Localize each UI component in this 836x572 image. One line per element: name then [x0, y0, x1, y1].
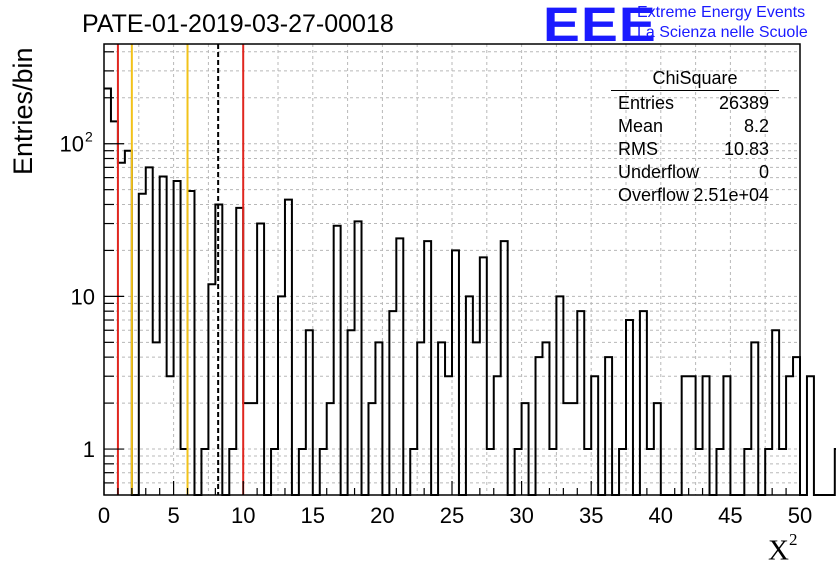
histogram-bin: [682, 376, 689, 495]
stats-value: 8.2: [743, 116, 769, 136]
histogram-bin: [348, 330, 355, 495]
histogram-bin: [689, 376, 696, 495]
histogram-bin: [417, 342, 424, 495]
x-axis-label-base: X: [768, 534, 789, 567]
histogram-bin: [104, 88, 111, 495]
histogram-bin: [494, 376, 501, 495]
x-tick-label: 40: [649, 503, 673, 528]
histogram-bin: [445, 376, 452, 495]
stats-label: Mean: [618, 116, 664, 136]
histogram-bin: [236, 208, 243, 495]
histogram-bin: [118, 163, 125, 495]
x-tick-label: 30: [509, 503, 533, 528]
histogram-outline: [104, 87, 836, 496]
histogram-bin: [334, 226, 341, 495]
histogram-bin: [556, 296, 563, 495]
x-tick-label: 5: [167, 503, 179, 528]
y-tick-label: 10: [71, 284, 95, 309]
histogram-bin: [160, 176, 167, 495]
histogram-bin: [501, 241, 508, 495]
histogram-bin: [285, 200, 292, 495]
stats-value: 26389: [718, 93, 769, 113]
y-tick-label: 10: [60, 132, 84, 157]
histogram-bin: [452, 250, 459, 495]
histogram-bin: [424, 241, 431, 495]
histogram-bin: [751, 342, 758, 495]
stats-row-mean: Mean 8.2: [611, 115, 779, 138]
histogram-bin: [257, 224, 264, 495]
x-tick-label: 25: [440, 503, 464, 528]
stats-label: Underflow: [618, 162, 700, 182]
stats-label: RMS: [618, 139, 658, 159]
histogram-bin: [626, 320, 633, 495]
histogram-bin: [536, 357, 543, 495]
histogram-bin: [591, 376, 598, 495]
stats-box: ChiSquare Entries 26389 Mean 8.2 RMS 10.…: [611, 66, 779, 206]
histogram-bin: [306, 330, 313, 495]
marker-lines: [116, 44, 245, 495]
stats-row-entries: Entries 26389: [611, 92, 779, 115]
y-tick-label-exp: 2: [85, 129, 93, 145]
x-axis-label: X2: [768, 530, 797, 568]
histogram-bin: [125, 151, 132, 495]
stats-label: Overflow: [618, 185, 690, 205]
histogram-bin: [605, 357, 612, 495]
histogram-bin: [438, 342, 445, 495]
x-tick-label: 50: [788, 503, 812, 528]
histogram-bin: [375, 342, 382, 495]
stats-title: ChiSquare: [652, 68, 738, 88]
histogram-bin: [723, 376, 730, 495]
x-tick-label: 15: [301, 503, 325, 528]
stats-label: Entries: [618, 93, 675, 113]
x-tick-label: 10: [231, 503, 255, 528]
x-axis-label-exp: 2: [788, 530, 798, 549]
histogram-bin: [542, 342, 549, 495]
histogram-bin: [167, 376, 174, 495]
axis-ticks: [103, 51, 801, 495]
histogram-bin: [153, 342, 160, 495]
histogram-bars: [104, 87, 836, 496]
histogram-bin: [139, 194, 146, 495]
stats-row-underflow: Underflow 0: [611, 161, 779, 184]
stats-row-rms: RMS 10.83: [611, 138, 779, 161]
y-tick-label: 1: [83, 437, 95, 462]
chart-title: PATE-01-2019-03-27-00018: [82, 10, 394, 38]
histogram-bin: [146, 167, 153, 495]
histogram-bin: [278, 296, 285, 495]
histogram-bin: [473, 342, 480, 495]
histogram-bin: [807, 376, 814, 495]
y-axis-label: Entries/bin: [8, 47, 38, 175]
stats-separator: [611, 90, 779, 91]
stats-value: 2.51e+04: [693, 185, 769, 205]
logo-line-2: La Scienza nelle Scuole: [637, 24, 808, 41]
histogram-bin: [174, 181, 181, 495]
histogram-bin: [466, 296, 473, 495]
histogram-bin: [772, 330, 779, 495]
histogram-bin: [355, 221, 362, 495]
x-tick-label: 45: [718, 503, 742, 528]
x-tick-label: 20: [370, 503, 394, 528]
x-tick-label: 0: [98, 503, 110, 528]
eee-logo: EEE: [543, 0, 657, 52]
stats-row-overflow: Overflow 2.51e+04: [611, 184, 779, 207]
stats-value: 0: [758, 162, 769, 182]
histogram-bin: [786, 376, 793, 495]
x-tick-label: 35: [579, 503, 603, 528]
logo-line-1: Extreme Energy Events: [637, 4, 806, 21]
histogram-bin: [703, 376, 710, 495]
histogram-bin: [793, 357, 800, 495]
stats-value: 10.83: [723, 139, 769, 159]
